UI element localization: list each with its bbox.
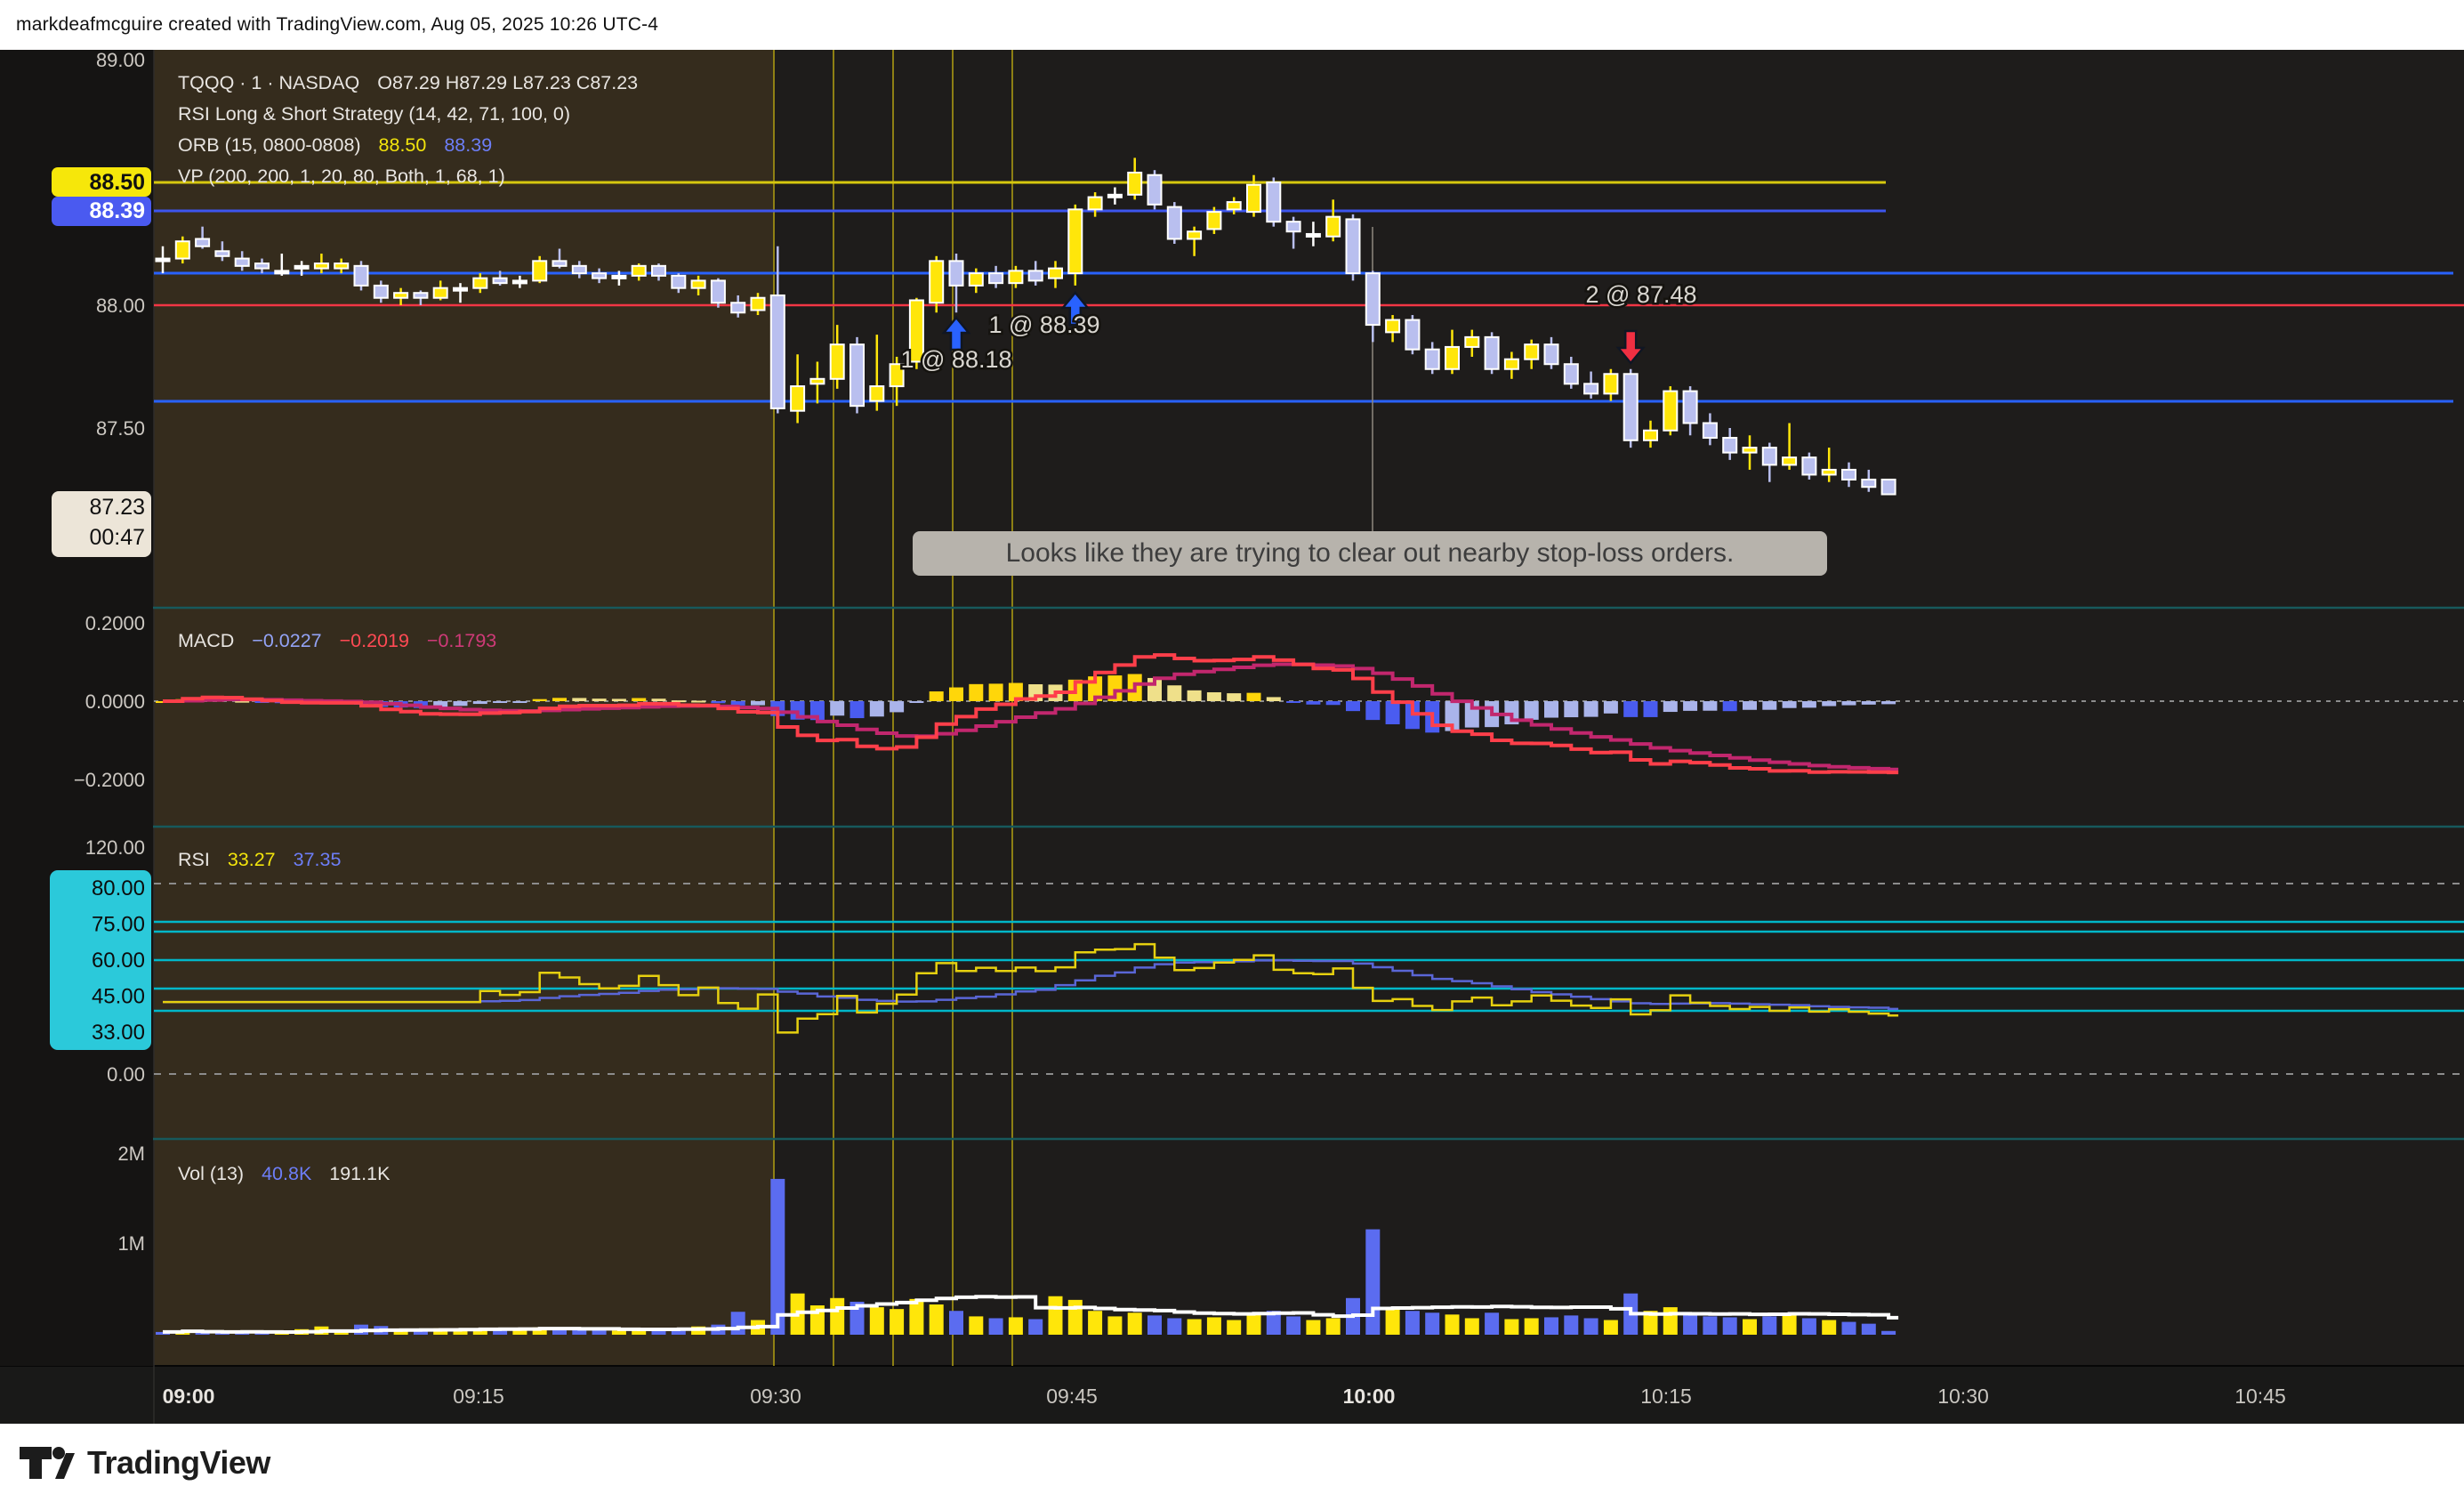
svg-text:88.50: 88.50	[89, 170, 145, 195]
time-tick: 09:30	[750, 1385, 801, 1408]
macd-line-value: −0.2019	[339, 630, 409, 651]
time-axis: 09:00 09:15 09:30 09:45 10:00 10:15 10:30 10:45	[163, 1385, 2286, 1408]
rsi-ma-line	[163, 959, 1899, 1011]
tradingview-logo[interactable]: TradingView	[20, 1444, 270, 1482]
macd-signal-line	[163, 662, 1899, 771]
svg-text:80.00: 80.00	[92, 876, 145, 900]
legend-main[interactable]: TQQQ · 1 · NASDAQ O87.29 H87.29 L87.23 C…	[178, 68, 638, 192]
buy-arrow-icon	[941, 316, 971, 351]
attribution-text: markdeafmcguire created with TradingView…	[16, 14, 659, 35]
time-tick: 09:45	[1046, 1385, 1098, 1408]
svg-text:2M: 2M	[117, 1143, 145, 1165]
trade-label: 1 @ 88.18	[901, 346, 1012, 373]
svg-text:87.23: 87.23	[89, 495, 145, 520]
volume-panel	[156, 1178, 1899, 1335]
chart-canvas[interactable]: 1 @ 88.18 1 @ 88.39 2 @ 87.48 89.00 88.00 87.…	[0, 50, 2464, 1424]
price-axis: 89.0088.0087.5087.000.20000.0000−0.20001…	[0, 50, 153, 1366]
macd-signal-value: −0.1793	[426, 630, 497, 651]
legend-strategy-row[interactable]: RSI Long & Short Strategy (14, 42, 71, 1…	[178, 103, 571, 125]
footer: TradingView	[0, 1424, 2464, 1502]
macd-hist-value: −0.0227	[252, 630, 322, 651]
orb-high-value: 88.50	[378, 134, 427, 156]
svg-text:89.00: 89.00	[96, 50, 145, 71]
rsi-value: 33.27	[227, 849, 276, 870]
chart-root[interactable]: 1 @ 88.18 1 @ 88.39 2 @ 87.48 89.00 88.00 87.…	[0, 50, 2464, 1424]
attribution-header: markdeafmcguire created with TradingView…	[0, 0, 2464, 50]
svg-text:88.00: 88.00	[96, 295, 145, 317]
buy-arrow-icon	[1060, 291, 1091, 327]
legend-orb-row[interactable]: ORB (15, 0800-0808) 88.50 88.39	[178, 130, 638, 161]
macd-line	[163, 653, 1899, 775]
svg-text:45.00: 45.00	[92, 984, 145, 1008]
commentary-tooltip: Looks like they are trying to clear out …	[913, 531, 1827, 576]
tradingview-logo-text: TradingView	[87, 1444, 270, 1481]
svg-text:60.00: 60.00	[92, 949, 145, 973]
volume-ma-line	[163, 1295, 1899, 1334]
sell-arrow-icon	[1615, 329, 1646, 365]
orb-low-value: 88.39	[444, 134, 493, 156]
rsi-ma-value: 37.35	[293, 849, 342, 870]
tradingview-logo-icon	[20, 1447, 75, 1479]
symbol-title[interactable]: TQQQ · 1 · NASDAQ	[178, 72, 360, 93]
svg-text:75.00: 75.00	[92, 913, 145, 937]
trade-label: 2 @ 87.48	[1586, 281, 1697, 308]
orb-label[interactable]: ORB (15, 0800-0808)	[178, 134, 361, 156]
svg-text:87.50: 87.50	[96, 417, 145, 440]
legend-macd[interactable]: MACD −0.0227 −0.2019 −0.1793	[178, 630, 496, 652]
rsi-label[interactable]: RSI	[178, 849, 210, 870]
time-tick: 09:00	[163, 1385, 215, 1408]
time-tick: 10:15	[1640, 1385, 1692, 1408]
svg-text:0.00: 0.00	[107, 1063, 145, 1086]
vol-label[interactable]: Vol (13)	[178, 1163, 245, 1184]
svg-text:0.2000: 0.2000	[85, 612, 145, 634]
time-tick: 10:00	[1343, 1385, 1396, 1408]
time-tick: 10:45	[2235, 1385, 2286, 1408]
time-tick: 09:15	[453, 1385, 504, 1408]
legend-vp-row[interactable]: VP (200, 200, 1, 20, 80, Both, 1, 68, 1)	[178, 166, 505, 187]
time-tick: 10:30	[1937, 1385, 1989, 1408]
panel-separators	[0, 606, 2464, 1141]
macd-label[interactable]: MACD	[178, 630, 235, 651]
rsi-line	[163, 942, 1899, 1034]
plot-background	[0, 50, 2464, 1424]
svg-text:00:47: 00:47	[89, 525, 145, 550]
macd-panel	[154, 653, 2464, 775]
svg-text:33.00: 33.00	[92, 1021, 145, 1045]
legend-vol[interactable]: Vol (13) 40.8K 191.1K	[178, 1163, 390, 1185]
trade-label: 1 @ 88.39	[989, 311, 1100, 338]
rsi-panel	[154, 883, 2464, 1075]
legend-symbol-row[interactable]: TQQQ · 1 · NASDAQ O87.29 H87.29 L87.23 C…	[178, 68, 638, 99]
svg-text:1M: 1M	[117, 1232, 145, 1255]
trade-markers: 1 @ 88.18 1 @ 88.39 2 @ 87.48	[898, 279, 1699, 376]
vol-ma-value: 191.1K	[329, 1163, 391, 1184]
svg-text:0.0000: 0.0000	[85, 690, 145, 713]
svg-text:−0.2000: −0.2000	[74, 769, 145, 791]
vol-value: 40.8K	[262, 1163, 312, 1184]
svg-text:120.00: 120.00	[85, 836, 145, 859]
candlestick-series	[155, 157, 1896, 496]
svg-text:88.39: 88.39	[89, 198, 145, 223]
symbol-ohlc: O87.29 H87.29 L87.23 C87.23	[377, 72, 639, 93]
legend-rsi[interactable]: RSI 33.27 37.35	[178, 849, 341, 871]
